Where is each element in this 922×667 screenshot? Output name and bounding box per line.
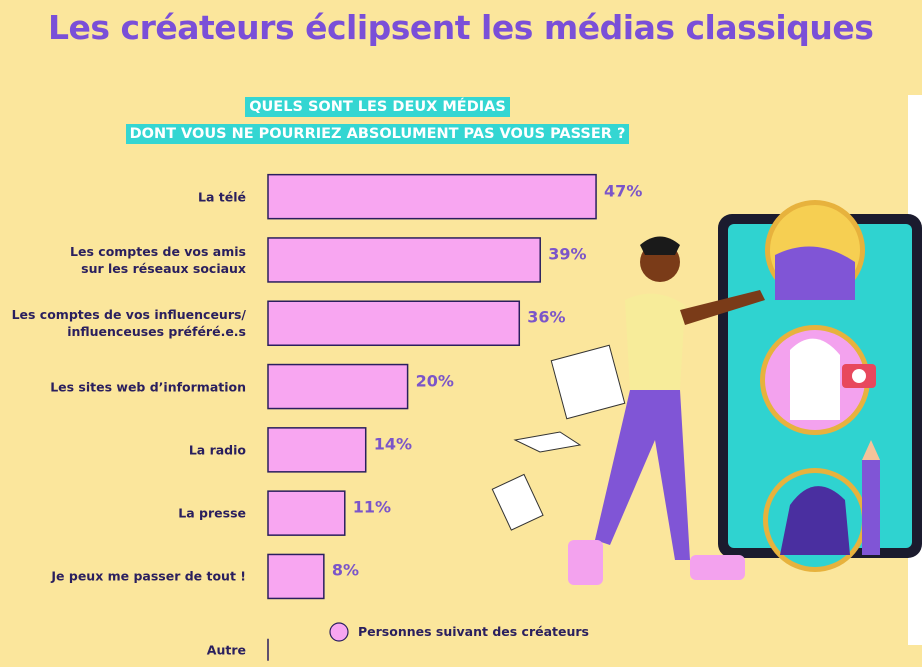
bar xyxy=(267,363,409,410)
category-label: Je peux me passer de tout ! xyxy=(51,568,246,584)
value-label: 47% xyxy=(604,181,643,201)
bar xyxy=(267,173,597,220)
value-label: 20% xyxy=(415,371,454,391)
category-label: La presse xyxy=(178,505,246,521)
illustration xyxy=(491,95,922,645)
category-label: Autre xyxy=(206,642,246,658)
value-label: 14% xyxy=(373,434,413,454)
category-label: La télé xyxy=(198,189,246,205)
bar xyxy=(267,490,346,536)
chart-title: Les créateurs éclipsent les médias class… xyxy=(48,8,874,47)
value-label: 36% xyxy=(527,307,566,327)
legend-label: Personnes suivant des créateurs xyxy=(358,624,589,639)
bar xyxy=(267,553,325,600)
legend-swatch xyxy=(329,622,349,642)
category-label: Les comptes de vos amis sur les réseaux … xyxy=(70,243,246,276)
category-label: Les comptes de vos influenceurs/ influen… xyxy=(11,307,246,340)
subtitle: QUELS SONT LES DEUX MÉDIAS DONT VOUS NE … xyxy=(40,94,715,148)
category-label: Les sites web d’information xyxy=(50,379,246,395)
bar xyxy=(267,427,367,473)
subtitle-text: QUELS SONT LES DEUX MÉDIAS DONT VOUS NE … xyxy=(125,97,630,144)
bar xyxy=(267,300,521,346)
value-label: 11% xyxy=(352,497,392,517)
value-label: 39% xyxy=(548,244,587,264)
value-label: 8% xyxy=(331,560,359,580)
category-label: La radio xyxy=(188,442,246,458)
bar xyxy=(267,237,541,283)
